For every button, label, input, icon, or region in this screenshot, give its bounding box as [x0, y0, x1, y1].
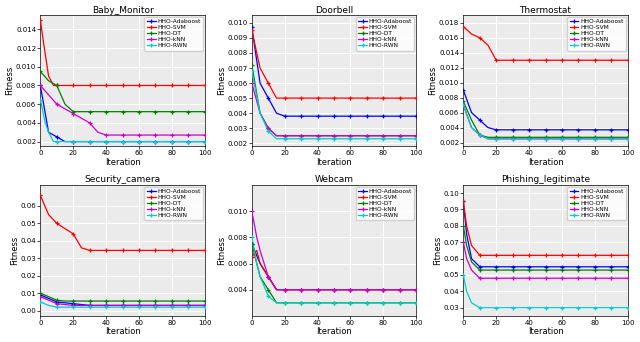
Y-axis label: Fitness: Fitness — [429, 66, 438, 95]
Legend: HHO-Adaboost, HHO-SVM, HHO-DT, HHO-kNN, HHO-RWN: HHO-Adaboost, HHO-SVM, HHO-DT, HHO-kNN, … — [145, 17, 203, 51]
X-axis label: Iteration: Iteration — [105, 158, 140, 167]
Legend: HHO-Adaboost, HHO-SVM, HHO-DT, HHO-kNN, HHO-RWN: HHO-Adaboost, HHO-SVM, HHO-DT, HHO-kNN, … — [356, 187, 415, 220]
Title: Webcam: Webcam — [314, 175, 353, 184]
Title: Phishing_legitimate: Phishing_legitimate — [501, 175, 590, 184]
X-axis label: Iteration: Iteration — [316, 158, 352, 167]
X-axis label: Iteration: Iteration — [105, 327, 140, 337]
Y-axis label: Fitness: Fitness — [217, 66, 226, 95]
X-axis label: Iteration: Iteration — [316, 327, 352, 337]
Y-axis label: Fitness: Fitness — [433, 236, 442, 265]
Y-axis label: Fitness: Fitness — [217, 236, 226, 265]
Title: Doorbell: Doorbell — [315, 5, 353, 15]
Y-axis label: Fitness: Fitness — [10, 236, 19, 265]
Legend: HHO-Adaboost, HHO-SVM, HHO-DT, HHO-kNN, HHO-RWN: HHO-Adaboost, HHO-SVM, HHO-DT, HHO-kNN, … — [145, 187, 203, 220]
Title: Baby_Monitor: Baby_Monitor — [92, 5, 154, 15]
Y-axis label: Fitness: Fitness — [6, 66, 15, 95]
Legend: HHO-Adaboost, HHO-SVM, HHO-DT, HHO-kNN, HHO-RWN: HHO-Adaboost, HHO-SVM, HHO-DT, HHO-kNN, … — [356, 17, 415, 51]
Title: Security_camera: Security_camera — [84, 175, 161, 184]
X-axis label: Iteration: Iteration — [527, 158, 563, 167]
Title: Thermostat: Thermostat — [520, 5, 572, 15]
Legend: HHO-Adaboost, HHO-SVM, HHO-DT, HHO-kNN, HHO-RWN: HHO-Adaboost, HHO-SVM, HHO-DT, HHO-kNN, … — [568, 187, 626, 220]
Legend: HHO-Adaboost, HHO-SVM, HHO-DT, HHO-kNN, HHO-RWN: HHO-Adaboost, HHO-SVM, HHO-DT, HHO-kNN, … — [568, 17, 626, 51]
X-axis label: Iteration: Iteration — [527, 327, 563, 337]
